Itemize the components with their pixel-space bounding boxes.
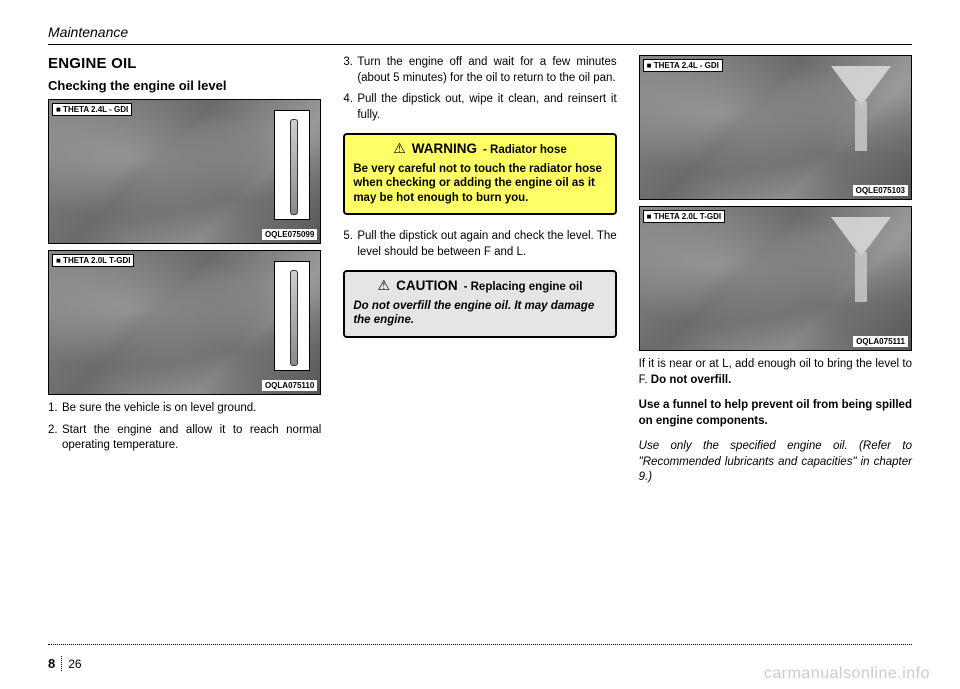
step-item: 5. Pull the dipstick out again and check… <box>343 229 616 260</box>
warning-icon: ⚠ <box>393 141 406 155</box>
body-paragraph-bold: Use a funnel to help prevent oil from be… <box>639 398 912 429</box>
step-number: 5. <box>343 229 357 260</box>
figure-label: ■ THETA 2.0L T-GDI <box>643 210 725 223</box>
section-title: ENGINE OIL <box>48 55 321 72</box>
callout-kind: WARNING <box>412 141 477 158</box>
watermark: carmanualsonline.info <box>764 665 930 683</box>
step-item: 1. Be sure the vehicle is on level groun… <box>48 401 321 417</box>
callout-body: Do not overfill the engine oil. It may d… <box>353 299 606 328</box>
warning-callout: ⚠ WARNING - Radiator hose Be very carefu… <box>343 133 616 215</box>
step-text: Pull the dipstick out, wipe it clean, an… <box>357 92 616 123</box>
header-section: Maintenance <box>48 24 128 40</box>
column-3: ■ THETA 2.4L - GDI OQLE075103 ■ THETA 2.… <box>639 55 912 496</box>
step-number: 1. <box>48 401 62 417</box>
step-item: 4. Pull the dipstick out, wipe it clean,… <box>343 92 616 123</box>
footer-chapter: 8 <box>48 656 62 671</box>
step-list: 5. Pull the dipstick out again and check… <box>343 229 616 260</box>
figure-label: ■ THETA 2.4L - GDI <box>52 103 132 116</box>
figure-funnel-20l: ■ THETA 2.0L T-GDI OQLA075111 <box>639 206 912 351</box>
step-text: Turn the engine off and wait for a few m… <box>357 55 616 86</box>
dipstick-inset <box>274 261 310 371</box>
figure-label: ■ THETA 2.0L T-GDI <box>52 254 134 267</box>
callout-head: ⚠ WARNING - Radiator hose <box>353 141 606 158</box>
figure-dipstick-24l: ■ THETA 2.4L - GDI OQLE075099 <box>48 99 321 244</box>
figure-funnel-24l: ■ THETA 2.4L - GDI OQLE075103 <box>639 55 912 200</box>
para1-b: Do not overfill. <box>651 374 732 386</box>
caution-callout: ⚠ CAUTION - Replacing engine oil Do not … <box>343 270 616 338</box>
header: Maintenance <box>48 24 912 45</box>
footer-separator <box>48 644 912 645</box>
dipstick-inset <box>274 110 310 220</box>
figure-label: ■ THETA 2.4L - GDI <box>643 59 723 72</box>
funnel-shape <box>831 217 891 257</box>
step-list: 3. Turn the engine off and wait for a fe… <box>343 55 616 123</box>
step-item: 3. Turn the engine off and wait for a fe… <box>343 55 616 86</box>
funnel-shape <box>831 66 891 106</box>
figure-code: OQLE075103 <box>853 185 908 196</box>
step-number: 4. <box>343 92 357 123</box>
figure-code: OQLA075110 <box>262 380 317 391</box>
content-columns: ENGINE OIL Checking the engine oil level… <box>48 55 912 496</box>
figure-dipstick-20l: ■ THETA 2.0L T-GDI OQLA075110 <box>48 250 321 395</box>
footer-page: 8 26 <box>48 656 82 671</box>
step-text: Pull the dipstick out again and check th… <box>357 229 616 260</box>
figure-code: OQLE075099 <box>262 229 317 240</box>
callout-topic: - Radiator hose <box>483 143 567 157</box>
callout-kind: CAUTION <box>396 278 458 295</box>
step-list: 1. Be sure the vehicle is on level groun… <box>48 401 321 454</box>
column-1: ENGINE OIL Checking the engine oil level… <box>48 55 321 496</box>
footer-page-number: 26 <box>68 657 81 671</box>
step-text: Start the engine and allow it to reach n… <box>62 423 321 454</box>
step-text: Be sure the vehicle is on level ground. <box>62 401 256 417</box>
figure-code: OQLA075111 <box>853 336 908 347</box>
callout-body: Be very careful not to touch the radiato… <box>353 162 606 205</box>
subsection-title: Checking the engine oil level <box>48 78 321 93</box>
callout-topic: - Replacing engine oil <box>464 280 583 294</box>
body-paragraph: If it is near or at L, add enough oil to… <box>639 357 912 388</box>
step-number: 3. <box>343 55 357 86</box>
step-item: 2. Start the engine and allow it to reac… <box>48 423 321 454</box>
body-paragraph-italic: Use only the specified engine oil. (Refe… <box>639 439 912 486</box>
caution-icon: ⚠ <box>378 278 391 292</box>
step-number: 2. <box>48 423 62 454</box>
callout-head: ⚠ CAUTION - Replacing engine oil <box>353 278 606 295</box>
column-2: 3. Turn the engine off and wait for a fe… <box>343 55 616 496</box>
